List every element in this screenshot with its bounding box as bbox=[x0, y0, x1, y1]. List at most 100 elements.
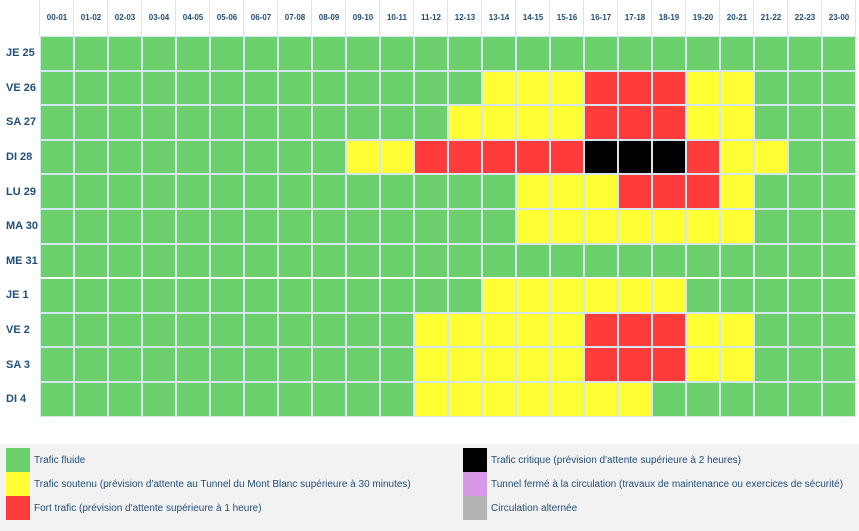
traffic-cell bbox=[754, 347, 788, 382]
traffic-cell bbox=[822, 278, 856, 313]
traffic-cell bbox=[278, 36, 312, 71]
legend-item: Trafic critique (prévision d'attente sup… bbox=[463, 448, 741, 472]
traffic-cell bbox=[74, 174, 108, 209]
traffic-cell bbox=[482, 70, 516, 106]
traffic-cell bbox=[380, 139, 414, 175]
traffic-cell bbox=[720, 278, 754, 313]
header-divider bbox=[515, 0, 516, 36]
hour-label: 19-20 bbox=[692, 12, 714, 22]
hour-label: 20-21 bbox=[726, 12, 748, 22]
hour-label: 22-23 bbox=[794, 12, 816, 22]
traffic-cell bbox=[652, 382, 686, 417]
traffic-cell bbox=[482, 243, 516, 279]
traffic-cell bbox=[40, 278, 74, 313]
traffic-cell bbox=[720, 382, 754, 417]
traffic-cell bbox=[584, 105, 618, 140]
traffic-cell bbox=[550, 105, 584, 140]
hour-label: 02-03 bbox=[114, 12, 136, 22]
day-label: SA 3 bbox=[6, 358, 31, 371]
traffic-cell bbox=[346, 347, 380, 382]
traffic-cell bbox=[278, 70, 312, 106]
traffic-cell bbox=[278, 278, 312, 313]
header-divider bbox=[107, 0, 108, 36]
traffic-cell bbox=[312, 278, 346, 313]
traffic-cell bbox=[516, 312, 550, 348]
hour-label: 14-15 bbox=[522, 12, 544, 22]
hour-label: 18-19 bbox=[658, 12, 680, 22]
traffic-cell bbox=[550, 278, 584, 313]
header-divider bbox=[73, 0, 74, 36]
traffic-cell bbox=[142, 36, 176, 71]
traffic-cell bbox=[686, 105, 720, 140]
traffic-cell bbox=[312, 139, 346, 175]
header-divider bbox=[753, 0, 754, 36]
traffic-cell bbox=[142, 382, 176, 417]
traffic-cell bbox=[720, 70, 754, 106]
hour-label: 15-16 bbox=[556, 12, 578, 22]
traffic-cell bbox=[74, 312, 108, 348]
traffic-cell bbox=[754, 105, 788, 140]
hour-label: 10-11 bbox=[386, 12, 408, 22]
traffic-cell bbox=[720, 105, 754, 140]
traffic-cell bbox=[74, 139, 108, 175]
traffic-cell bbox=[788, 347, 822, 382]
traffic-cell bbox=[448, 36, 482, 71]
traffic-cell bbox=[210, 36, 244, 71]
legend-item: Trafic fluide bbox=[6, 448, 85, 472]
traffic-cell bbox=[108, 312, 142, 348]
header-divider bbox=[549, 0, 550, 36]
header-divider bbox=[821, 0, 822, 36]
traffic-cell bbox=[142, 312, 176, 348]
traffic-cell bbox=[516, 347, 550, 382]
traffic-cell bbox=[686, 139, 720, 175]
traffic-cell bbox=[618, 105, 652, 140]
traffic-cell bbox=[652, 209, 686, 244]
traffic-cell bbox=[414, 70, 448, 106]
legend-label: Trafic fluide bbox=[34, 454, 86, 466]
traffic-cell bbox=[278, 174, 312, 209]
traffic-cell bbox=[822, 347, 856, 382]
traffic-cell bbox=[142, 347, 176, 382]
traffic-cell bbox=[822, 174, 856, 209]
traffic-cell bbox=[550, 209, 584, 244]
traffic-cell bbox=[720, 174, 754, 209]
traffic-cell bbox=[584, 70, 618, 106]
traffic-cell bbox=[40, 312, 74, 348]
traffic-cell bbox=[108, 382, 142, 417]
traffic-cell bbox=[312, 243, 346, 279]
traffic-cell bbox=[74, 70, 108, 106]
traffic-cell bbox=[40, 36, 74, 71]
legend-label: Fort trafic (prévision d'attente supérie… bbox=[34, 502, 262, 514]
traffic-cell bbox=[414, 278, 448, 313]
traffic-cell bbox=[176, 209, 210, 244]
traffic-cell bbox=[312, 174, 346, 209]
traffic-cell bbox=[448, 70, 482, 106]
header-divider bbox=[345, 0, 346, 36]
traffic-cell bbox=[176, 347, 210, 382]
traffic-cell bbox=[652, 36, 686, 71]
legend-label: Trafic critique (prévision d'attente sup… bbox=[491, 454, 741, 466]
traffic-cell bbox=[244, 278, 278, 313]
traffic-cell bbox=[244, 105, 278, 140]
traffic-cell bbox=[618, 139, 652, 175]
header-divider bbox=[617, 0, 618, 36]
traffic-cell bbox=[414, 36, 448, 71]
legend-swatch bbox=[6, 448, 30, 472]
traffic-cell bbox=[788, 174, 822, 209]
traffic-cell bbox=[448, 139, 482, 175]
traffic-cell bbox=[754, 382, 788, 417]
traffic-cell bbox=[448, 105, 482, 140]
legend-label: Tunnel fermé à la circulation (travaux d… bbox=[491, 478, 844, 490]
traffic-cell bbox=[244, 36, 278, 71]
traffic-cell bbox=[516, 243, 550, 279]
traffic-cell bbox=[244, 174, 278, 209]
traffic-cell bbox=[720, 139, 754, 175]
traffic-cell bbox=[448, 174, 482, 209]
traffic-cell bbox=[652, 105, 686, 140]
traffic-cell bbox=[312, 105, 346, 140]
hour-label: 17-18 bbox=[624, 12, 646, 22]
traffic-cell bbox=[176, 139, 210, 175]
traffic-cell bbox=[346, 243, 380, 279]
header-divider bbox=[447, 0, 448, 36]
traffic-cell bbox=[516, 382, 550, 417]
